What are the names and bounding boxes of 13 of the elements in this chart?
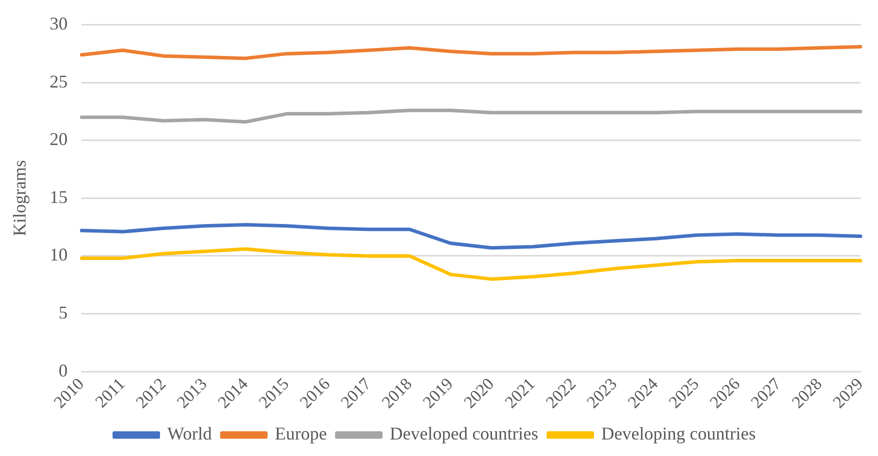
y-tick-label: 0: [58, 360, 68, 380]
y-tick-label: 20: [50, 129, 68, 150]
legend-label: Developing countries: [601, 424, 756, 444]
legend-label: World: [167, 424, 212, 444]
y-tick-label: 5: [58, 302, 68, 322]
y-tick-label: 10: [50, 244, 68, 265]
x-tick-label: 2011: [92, 374, 129, 412]
y-tick-label: 30: [50, 14, 68, 34]
y-tick-label: 15: [50, 186, 68, 207]
y-tick-label: 25: [50, 71, 68, 92]
legend-label: Developed countries: [390, 424, 538, 444]
legend-label: Europe: [274, 424, 327, 444]
y-axis-title: Kilograms: [10, 160, 30, 236]
